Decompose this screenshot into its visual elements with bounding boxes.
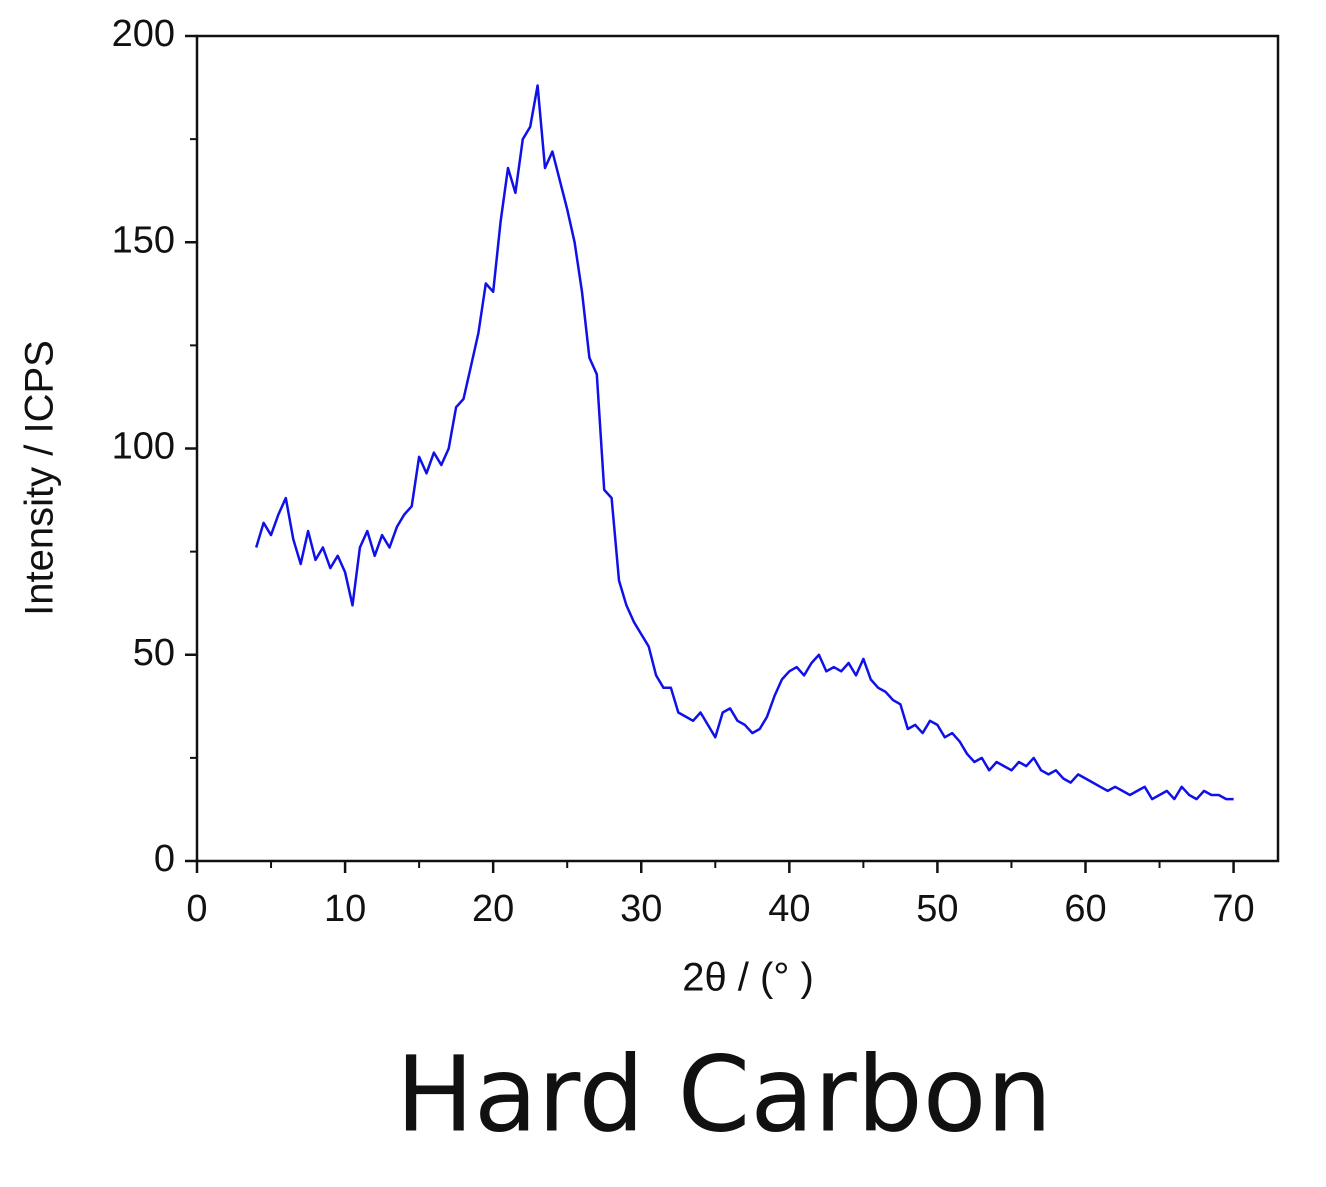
x-tick-label: 50	[916, 888, 958, 930]
data-line	[255, 84, 1234, 801]
y-axis-label: Intensity / ICPS	[18, 340, 62, 616]
x-tick-label: 30	[620, 888, 662, 930]
y-tick-label: 100	[112, 426, 175, 468]
y-tick-label: 0	[154, 838, 175, 880]
x-tick-label: 70	[1212, 888, 1254, 930]
chart-title: Hard Carbon	[396, 1033, 1053, 1155]
y-tick-label: 150	[112, 219, 175, 261]
x-tick-label: 60	[1064, 888, 1106, 930]
x-axis-label: 2θ / (° )	[682, 956, 814, 1000]
x-tick-label: 40	[768, 888, 810, 930]
plot-frame	[195, 34, 1280, 863]
x-tick-label: 0	[186, 888, 207, 930]
y-tick-label: 200	[112, 13, 175, 55]
y-tick-label: 50	[133, 632, 175, 674]
x-tick-label: 10	[324, 888, 366, 930]
x-tick-label: 20	[472, 888, 514, 930]
